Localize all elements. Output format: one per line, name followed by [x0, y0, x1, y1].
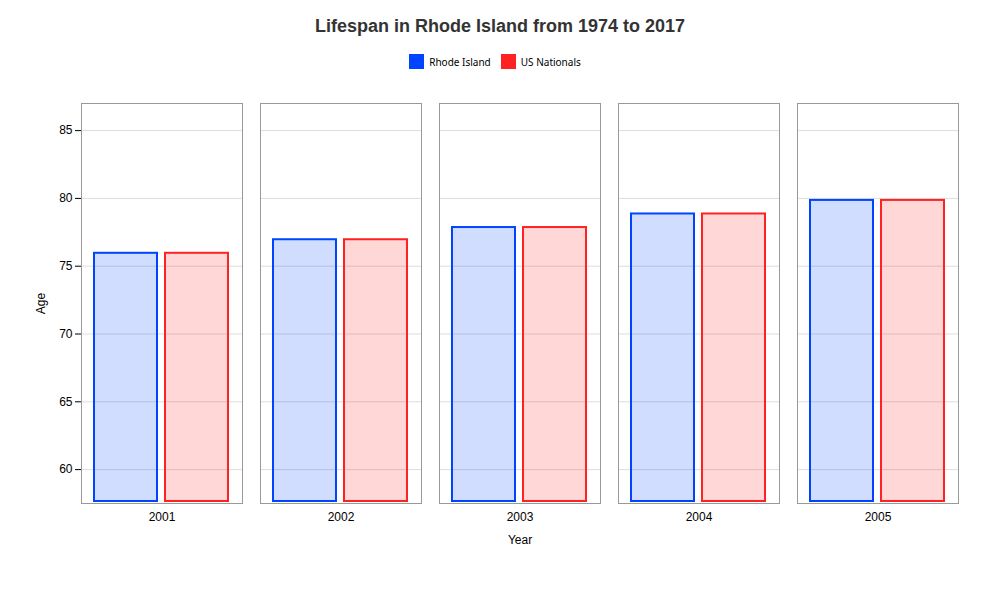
svg-text:Age: Age	[34, 293, 48, 315]
svg-text:Year: Year	[508, 533, 532, 547]
html-text:Rhode Island: Rhode Island	[429, 54, 491, 69]
svg-text:2003: 2003	[507, 510, 534, 524]
html-text:Lifespan in Rhode Island from: Lifespan in Rhode Island from 1974 to 20…	[314, 16, 685, 36]
svg-text:85: 85	[59, 123, 73, 137]
svg-text:2005: 2005	[865, 510, 892, 524]
svg-text:2004: 2004	[686, 510, 713, 524]
svg-text:2002: 2002	[328, 510, 355, 524]
svg-text:2001: 2001	[149, 510, 176, 524]
svg-text:75: 75	[59, 259, 73, 273]
svg-text:70: 70	[59, 327, 73, 341]
svg-text:65: 65	[59, 395, 73, 409]
svg-text:60: 60	[59, 462, 73, 476]
svg-text:80: 80	[59, 191, 73, 205]
html-text:US Nationals: US Nationals	[520, 54, 581, 69]
